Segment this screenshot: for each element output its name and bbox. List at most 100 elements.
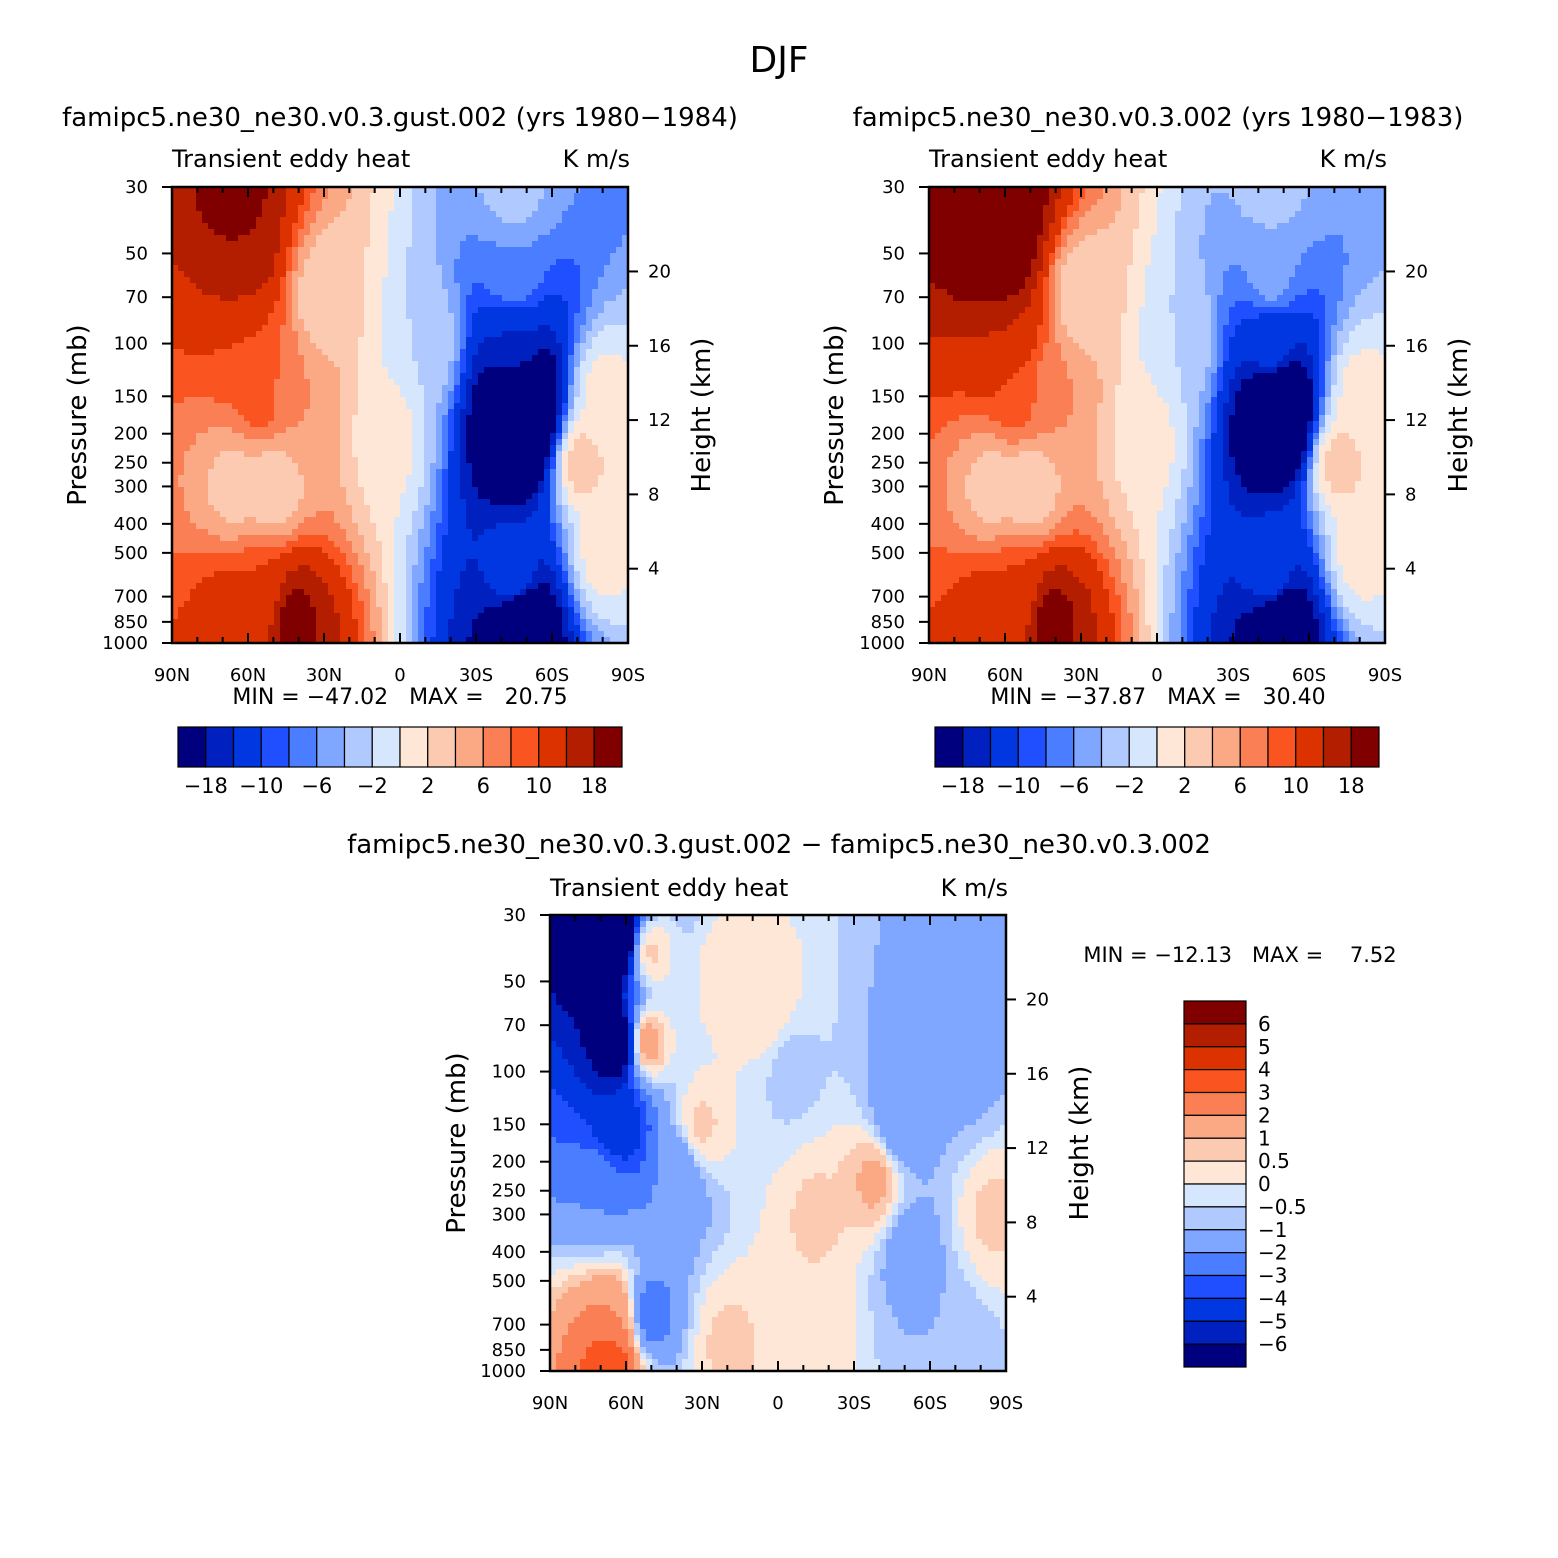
contour-cell xyxy=(574,481,581,488)
contour-cell xyxy=(352,391,359,398)
contour-cell xyxy=(616,253,623,260)
contour-cell xyxy=(580,463,587,470)
contour-cell xyxy=(586,307,593,314)
contour-cell xyxy=(334,511,341,518)
contour-cell xyxy=(196,259,203,266)
contour-cell xyxy=(502,505,509,512)
contour-cell xyxy=(478,307,485,314)
contour-cell xyxy=(436,547,443,554)
contour-cell xyxy=(544,265,551,272)
contour-cell xyxy=(370,493,377,500)
contour-cell xyxy=(424,475,431,482)
contour-cell xyxy=(220,439,227,446)
contour-cell xyxy=(208,487,215,494)
contour-cell xyxy=(580,403,587,410)
contour-cell xyxy=(430,493,437,500)
contour-cell xyxy=(496,547,503,554)
contour-cell xyxy=(442,253,449,260)
contour-cell xyxy=(412,301,419,308)
contour-cell xyxy=(466,493,473,500)
contour-cell xyxy=(370,463,377,470)
contour-cell xyxy=(568,319,575,326)
contour-cell xyxy=(280,361,287,368)
contour-cell xyxy=(280,499,287,506)
contour-cell xyxy=(592,367,599,374)
contour-cell xyxy=(208,427,215,434)
contour-cell xyxy=(562,475,569,482)
contour-cell xyxy=(352,355,359,362)
contour-cell xyxy=(406,307,413,314)
contour-cell xyxy=(208,565,215,572)
contour-cell xyxy=(280,199,287,206)
contour-cell xyxy=(592,421,599,428)
contour-cell xyxy=(406,319,413,326)
contour-cell xyxy=(316,409,323,416)
contour-cell xyxy=(328,259,335,266)
contour-cell xyxy=(292,397,299,404)
contour-cell xyxy=(466,307,473,314)
contour-cell xyxy=(214,469,221,476)
contour-cell xyxy=(610,523,617,530)
contour-cell xyxy=(436,445,443,452)
contour-cell xyxy=(280,415,287,422)
contour-cell xyxy=(412,565,419,572)
contour-cell xyxy=(286,277,293,284)
contour-cell xyxy=(526,517,533,524)
contour-cell xyxy=(262,553,269,560)
contour-cell xyxy=(298,547,305,554)
contour-cell xyxy=(178,553,185,560)
contour-cell xyxy=(616,193,623,200)
contour-cell xyxy=(184,331,191,338)
contour-cell xyxy=(508,463,515,470)
contour-cell xyxy=(556,385,563,392)
contour-cell xyxy=(304,259,311,266)
contour-cell xyxy=(334,349,341,356)
contour-cell xyxy=(460,397,467,404)
contour-cell xyxy=(184,241,191,248)
contour-cell xyxy=(544,223,551,230)
contour-cell xyxy=(460,445,467,452)
contour-cell xyxy=(436,259,443,266)
contour-cell xyxy=(376,499,383,506)
contour-cell xyxy=(538,559,545,566)
contour-cell xyxy=(418,541,425,548)
contour-cell xyxy=(424,313,431,320)
contour-cell xyxy=(364,517,371,524)
contour-cell xyxy=(184,301,191,308)
contour-cell xyxy=(472,421,479,428)
contour-cell xyxy=(586,457,593,464)
contour-cell xyxy=(592,559,599,566)
contour-cell xyxy=(550,499,557,506)
contour-cell xyxy=(250,295,257,302)
contour-cell xyxy=(178,235,185,242)
contour-cell xyxy=(532,253,539,260)
contour-cell xyxy=(502,235,509,242)
contour-cell xyxy=(442,265,449,272)
contour-cell xyxy=(382,265,389,272)
contour-cell xyxy=(184,463,191,470)
contour-cell xyxy=(316,505,323,512)
contour-cell xyxy=(352,289,359,296)
contour-cell xyxy=(274,211,281,218)
contour-cell xyxy=(502,325,509,332)
contour-cell xyxy=(604,217,611,224)
contour-cell xyxy=(616,217,623,224)
contour-cell xyxy=(214,235,221,242)
contour-cell xyxy=(202,193,209,200)
contour-cell xyxy=(496,379,503,386)
contour-cell xyxy=(592,283,599,290)
contour-cell xyxy=(322,349,329,356)
contour-cell xyxy=(334,265,341,272)
contour-cell xyxy=(448,499,455,506)
contour-cell xyxy=(526,187,533,194)
contour-cell xyxy=(532,277,539,284)
contour-cell xyxy=(358,373,365,380)
contour-cell xyxy=(562,457,569,464)
contour-cell xyxy=(418,565,425,572)
contour-cell xyxy=(622,331,629,338)
contour-cell xyxy=(220,481,227,488)
contour-cell xyxy=(508,193,515,200)
contour-cell xyxy=(520,523,527,530)
contour-cell xyxy=(310,553,317,560)
contour-cell xyxy=(388,427,395,434)
